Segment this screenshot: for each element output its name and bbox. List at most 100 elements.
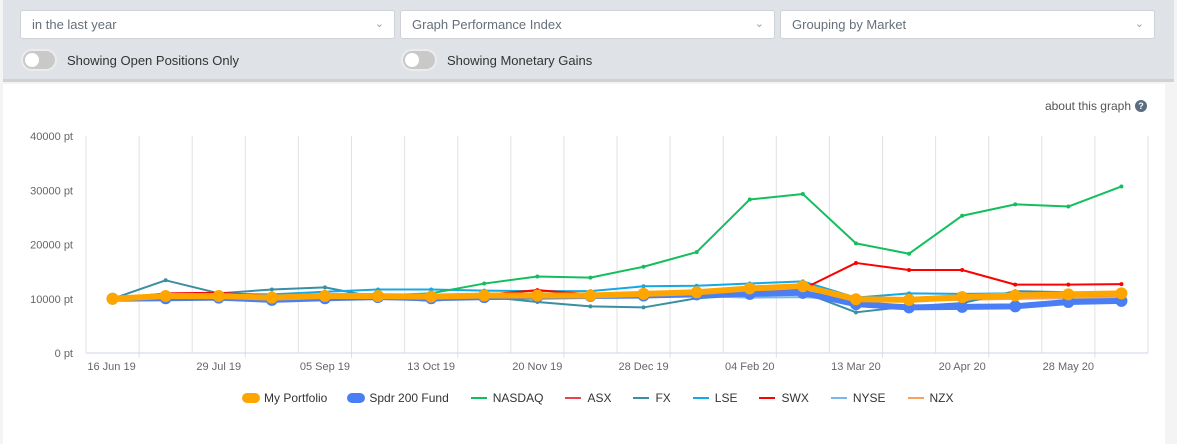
about-graph-link[interactable]: about this graph ? bbox=[1045, 99, 1147, 113]
data-point-nasdaq bbox=[641, 264, 646, 269]
legend-swatch bbox=[759, 397, 776, 399]
chart-legend: My Portfolio Spdr 200 Fund NASDAQ ASX FX LSE S… bbox=[244, 391, 976, 405]
legend-item-nasdaq[interactable]: NASDAQ bbox=[470, 391, 544, 405]
filter-toolbar: in the last year ⌄ Graph Performance Ind… bbox=[3, 0, 1174, 82]
data-point-swx bbox=[853, 260, 858, 265]
data-point-fx bbox=[641, 305, 646, 310]
data-point-nasdaq bbox=[482, 281, 487, 286]
data-point-nasdaq bbox=[694, 250, 699, 255]
open-positions-label: Showing Open Positions Only bbox=[67, 52, 239, 68]
x-tick-label: 04 Feb 20 bbox=[725, 361, 775, 373]
y-tick-label: 30000 pt bbox=[30, 185, 73, 197]
data-point-my-portfolio bbox=[265, 291, 278, 304]
data-point-my-portfolio bbox=[690, 286, 703, 299]
legend-label: ASX bbox=[587, 391, 612, 405]
data-point-nasdaq bbox=[800, 192, 805, 197]
legend-item-asx[interactable]: ASX bbox=[565, 391, 611, 405]
data-point-my-portfolio bbox=[903, 293, 916, 306]
data-point-nasdaq bbox=[853, 241, 858, 246]
legend-item-nzx[interactable]: NZX bbox=[907, 391, 954, 405]
legend-swatch bbox=[692, 397, 709, 399]
legend-swatch bbox=[907, 397, 924, 399]
x-tick-label: 20 Apr 20 bbox=[939, 361, 986, 373]
x-tick-label: 05 Sep 19 bbox=[300, 361, 350, 373]
x-tick-label: 29 Jul 19 bbox=[196, 361, 241, 373]
legend-item-fx[interactable]: FX bbox=[633, 391, 671, 405]
data-point-my-portfolio bbox=[796, 280, 809, 293]
legend-label: SWX bbox=[781, 391, 809, 405]
series-line-fx bbox=[112, 279, 1122, 314]
legend-swatch bbox=[470, 397, 487, 399]
data-point-my-portfolio bbox=[1009, 289, 1022, 302]
grouping-select[interactable]: Grouping by Market ⌄ bbox=[780, 10, 1155, 39]
x-tick-label: 28 May 20 bbox=[1043, 361, 1094, 373]
data-point-my-portfolio bbox=[425, 290, 438, 303]
graph-type-value: Graph Performance Index bbox=[412, 17, 562, 32]
grouping-value: Grouping by Market bbox=[792, 17, 907, 32]
data-point-nasdaq bbox=[535, 274, 540, 279]
data-point-nasdaq bbox=[588, 275, 593, 280]
data-point-fx bbox=[588, 304, 593, 309]
chevron-down-icon: ⌄ bbox=[374, 18, 384, 30]
legend-label: NYSE bbox=[852, 391, 886, 405]
series-line-lse bbox=[112, 280, 1122, 300]
data-point-swx bbox=[1119, 282, 1124, 287]
legend-label: My Portfolio bbox=[264, 391, 328, 405]
data-point-my-portfolio bbox=[584, 289, 597, 302]
toggle-knob bbox=[25, 53, 39, 67]
graph-type-select[interactable]: Graph Performance Index ⌄ bbox=[400, 10, 775, 39]
data-point-my-portfolio bbox=[372, 290, 385, 303]
legend-label: FX bbox=[655, 391, 671, 405]
help-icon: ? bbox=[1135, 100, 1147, 112]
data-point-my-portfolio bbox=[1115, 287, 1128, 300]
legend-label: NZX bbox=[929, 391, 954, 405]
data-point-my-portfolio bbox=[531, 289, 544, 302]
period-select[interactable]: in the last year ⌄ bbox=[20, 10, 395, 39]
x-tick-label: 13 Oct 19 bbox=[407, 361, 455, 373]
data-point-nasdaq bbox=[960, 213, 965, 218]
chevron-down-icon: ⌄ bbox=[754, 18, 764, 30]
data-point-my-portfolio bbox=[159, 290, 172, 303]
legend-swatch bbox=[349, 395, 364, 401]
data-point-fx bbox=[163, 278, 168, 283]
y-tick-label: 0 pt bbox=[55, 348, 73, 360]
data-point-nasdaq bbox=[1066, 204, 1071, 209]
legend-swatch bbox=[565, 397, 582, 399]
data-point-fx bbox=[269, 287, 274, 292]
performance-chart: 0 pt 10000 pt 20000 pt 30000 pt 40000 pt 16 J… bbox=[30, 131, 1149, 373]
data-point-my-portfolio bbox=[637, 287, 650, 300]
y-tick-label: 40000 pt bbox=[30, 131, 73, 143]
data-point-nasdaq bbox=[907, 251, 912, 256]
legend-label: NASDAQ bbox=[492, 391, 544, 405]
toggle-knob bbox=[405, 53, 419, 67]
legend-label: LSE bbox=[714, 391, 738, 405]
data-point-nasdaq bbox=[1119, 184, 1124, 189]
data-point-my-portfolio bbox=[1062, 288, 1075, 301]
legend-item-swx[interactable]: SWX bbox=[759, 391, 809, 405]
y-tick-label: 10000 pt bbox=[30, 294, 73, 306]
data-point-my-portfolio bbox=[106, 292, 119, 305]
x-tick-label: 13 Mar 20 bbox=[831, 361, 881, 373]
legend-swatch bbox=[830, 397, 847, 399]
about-graph-text: about this graph bbox=[1044, 99, 1131, 113]
monetary-toggle-row: Showing Monetary Gains bbox=[401, 48, 592, 72]
data-point-swx bbox=[907, 267, 912, 272]
legend-item-lse[interactable]: LSE bbox=[692, 391, 738, 405]
data-point-nasdaq bbox=[1013, 202, 1018, 207]
data-point-my-portfolio bbox=[318, 290, 331, 303]
data-point-lse bbox=[641, 284, 646, 289]
chevron-down-icon: ⌄ bbox=[1134, 18, 1144, 30]
data-point-swx bbox=[960, 267, 965, 272]
legend-item-nyse[interactable]: NYSE bbox=[830, 391, 886, 405]
data-point-fx bbox=[853, 310, 858, 315]
monetary-gains-label: Showing Monetary Gains bbox=[447, 52, 593, 68]
data-point-swx bbox=[1066, 282, 1071, 287]
data-point-my-portfolio bbox=[212, 290, 225, 303]
monetary-gains-toggle[interactable] bbox=[401, 49, 437, 71]
data-point-fx bbox=[322, 285, 327, 290]
open-positions-toggle[interactable] bbox=[21, 49, 57, 71]
legend-item-my-portfolio[interactable]: My Portfolio bbox=[244, 391, 327, 405]
data-point-my-portfolio bbox=[743, 282, 756, 295]
x-tick-label: 28 Dec 19 bbox=[618, 361, 668, 373]
legend-item-spdr-200-fund[interactable]: Spdr 200 Fund bbox=[349, 391, 449, 405]
